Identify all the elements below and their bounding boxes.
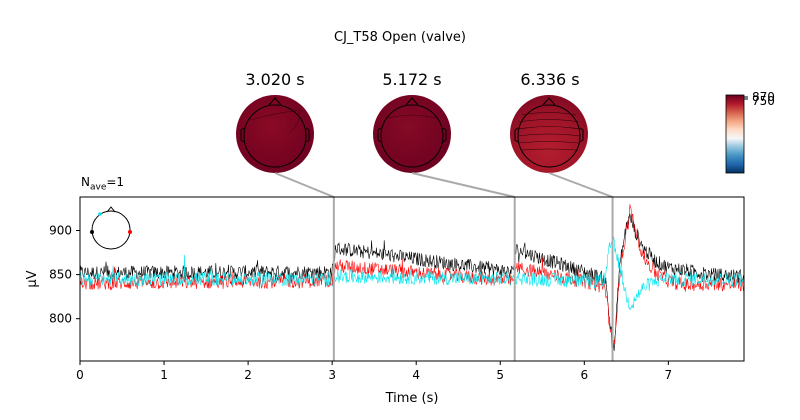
x-ticks: 0 1 2 3 4 5 6 7: [76, 361, 672, 382]
connector-1: [274, 172, 335, 198]
topomap-disk: [373, 95, 451, 173]
topomap-time-label-1: 3.020 s: [245, 70, 305, 89]
time-markers: [332, 197, 614, 361]
colorbar: 870 750: [725, 90, 775, 174]
x-axis-label: Time (s): [385, 391, 439, 406]
nave-sub: ave: [89, 182, 107, 193]
left-ear: [240, 127, 245, 143]
sensor-inset: [90, 206, 132, 250]
right-ear: [579, 127, 584, 143]
nave-base: N: [81, 175, 90, 189]
figure-title: CJ_T58 Open (valve): [334, 30, 466, 45]
sensor-dot: [90, 230, 94, 234]
head-outline: [380, 104, 444, 168]
left-ear: [377, 127, 382, 143]
x-tick-label: 2: [244, 368, 252, 382]
contour-lines: [517, 112, 581, 151]
contour-line: [517, 126, 581, 130]
x-tick-label: 0: [76, 368, 84, 382]
traces: [80, 204, 744, 355]
left-ear: [514, 127, 519, 143]
x-tick-label: 7: [665, 368, 673, 382]
sensor-dot: [128, 230, 132, 234]
x-tick-label: 4: [412, 368, 420, 382]
x-tick-label: 3: [328, 368, 336, 382]
contour-line: [518, 141, 580, 144]
contour-line: [249, 109, 301, 121]
inset-head-outline: [91, 210, 131, 250]
right-ear: [442, 127, 447, 143]
nose-marker: [268, 97, 282, 106]
topomap-3: [510, 95, 588, 173]
nose-marker: [405, 97, 419, 106]
trace-line-1: [80, 213, 744, 355]
trace-line-3: [80, 236, 744, 311]
topomap-disk: [236, 95, 314, 173]
right-ear: [305, 127, 310, 143]
connector-2: [411, 172, 515, 198]
topomap-2: [373, 95, 451, 173]
sensor-dot: [98, 212, 102, 216]
nose-marker: [542, 97, 556, 106]
axes-frame: [79, 196, 745, 362]
topomap-time-label-2: 5.172 s: [382, 70, 442, 89]
y-ticks: 800 850 900: [49, 224, 80, 326]
y-axis-label: µV: [25, 270, 40, 287]
y-tick-label: 800: [49, 312, 72, 326]
x-tick-label: 5: [496, 368, 504, 382]
y-tick-label: 850: [49, 268, 72, 282]
contour-line: [289, 109, 301, 133]
connector-3: [548, 172, 613, 198]
topomap-time-label-3: 6.336 s: [520, 70, 580, 89]
x-tick-label: 1: [160, 368, 168, 382]
topomap-1: [236, 95, 314, 173]
contour-line: [521, 148, 577, 151]
contour-line: [387, 114, 437, 119]
contour-line: [517, 133, 581, 137]
axes: 0 1 2 3 4 5 6 7 800 850 900 Time (s) µV: [25, 196, 745, 406]
topomap-connectors: [274, 172, 613, 198]
nave-label: Nave=1: [81, 175, 124, 192]
colorbar-gradient: [725, 94, 745, 174]
inset-nose: [106, 206, 116, 213]
colorbar-tick-label-bottom: 750: [752, 94, 775, 108]
nave-value: =1: [106, 175, 125, 189]
x-tick-label: 6: [580, 368, 588, 382]
contour-line: [518, 119, 580, 123]
y-tick-label: 900: [49, 224, 72, 238]
colorbar-tick-label-top: 870: [752, 90, 775, 104]
contour-line: [521, 112, 577, 116]
head-outline: [243, 104, 307, 168]
